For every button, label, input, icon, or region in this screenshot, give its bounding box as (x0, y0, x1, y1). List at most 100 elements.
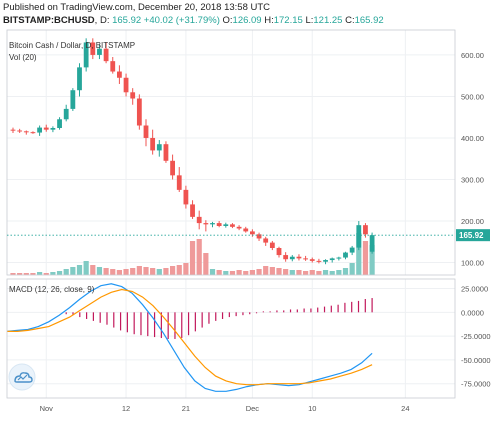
volume-bar (50, 272, 56, 275)
volume-label: Vol (20) (9, 53, 37, 62)
volume-bar (116, 270, 122, 275)
candle-body (369, 235, 375, 252)
volume-bar (143, 267, 149, 275)
low-label: L: (305, 15, 314, 26)
volume-bar (56, 271, 63, 275)
last-price-tag (456, 229, 490, 242)
price-tick-label: 400.00 (461, 134, 484, 143)
volume-bar (256, 269, 262, 275)
volume-bar (329, 271, 335, 275)
volume-bar (362, 241, 369, 275)
macd-tick-label: -75.0000 (461, 380, 491, 389)
volume-bar (83, 261, 89, 275)
volume-bar (356, 233, 362, 275)
volume-bar (309, 270, 315, 275)
volume-bar (30, 273, 36, 275)
volume-bar (196, 239, 202, 275)
volume-bar (203, 253, 209, 275)
volume-bar (10, 273, 16, 275)
volume-bar (150, 268, 156, 275)
candle-body (50, 128, 56, 130)
volume-bar (303, 271, 309, 275)
volume-bar (176, 265, 182, 275)
candle-body (329, 258, 335, 261)
published-caption: Published on TradingView.com, December 2… (3, 2, 270, 13)
macd-pane-border (6, 278, 456, 399)
volume-bar (289, 270, 295, 275)
volume-bar (110, 269, 116, 275)
volume-bar (209, 269, 216, 275)
candle-body (43, 127, 49, 130)
candle-body (203, 223, 209, 225)
volume-bar (322, 270, 329, 275)
candle-body (37, 127, 42, 133)
signal-line (7, 288, 373, 386)
candle-body (303, 258, 308, 260)
candle-body (130, 92, 136, 99)
date-tick-label: 24 (401, 404, 409, 413)
candle-body (77, 67, 82, 91)
candle-body (356, 225, 362, 248)
candle-body (30, 132, 36, 134)
volume-bar (183, 263, 189, 275)
candle-body (343, 252, 348, 258)
price-tick-label: 200.00 (461, 217, 484, 226)
date-tick-label: 10 (308, 404, 316, 413)
candle-body (363, 225, 368, 235)
price-chart-title: Bitcoin Cash / Dollar, D, BITSTAMP (9, 41, 135, 50)
volume-bar (269, 267, 275, 275)
grid-lines (7, 30, 455, 398)
candle-body (183, 189, 189, 205)
candle-body (90, 42, 96, 55)
candle-body (23, 131, 29, 133)
interval-text: D (99, 15, 107, 26)
price-pane-border (6, 29, 456, 276)
price-tick-label: 100.00 (461, 259, 484, 268)
volume-bar (96, 267, 103, 275)
macd-line (6, 283, 373, 392)
candle-body (103, 48, 109, 62)
candle-body (243, 228, 249, 232)
volume-bar (43, 273, 49, 275)
symbol-text: BITSTAMP:BCHUSD (3, 15, 95, 26)
candle-body (250, 231, 255, 235)
volume-bar (229, 271, 236, 275)
last-price-tag-label: 165.92 (459, 231, 484, 240)
candle-body (143, 125, 149, 138)
volume-bar (76, 265, 83, 275)
candle-body (57, 119, 62, 128)
candle-body (70, 90, 76, 109)
high-label: H: (264, 15, 274, 26)
axes: 100.00 200.00 300.00 400.00 500.00 600.00 25.0… (6, 29, 491, 413)
candle-body (10, 129, 16, 131)
macd-tick-label: 0.0000 (461, 308, 484, 317)
tradingview-cloud-icon[interactable] (8, 363, 36, 391)
volume-bar (249, 270, 255, 275)
candle-body (349, 247, 355, 253)
price-tick-label: 600.00 (461, 51, 484, 60)
candle-body (296, 256, 302, 259)
candle-body (289, 256, 295, 260)
volume-bar (216, 270, 222, 275)
volume-bar (236, 270, 242, 275)
close-label: C: (345, 15, 355, 26)
volume-bar (369, 245, 375, 275)
date-tick-label: 21 (182, 404, 190, 413)
candle-body (276, 248, 282, 256)
macd-tick-label: -50.0000 (461, 356, 491, 365)
close-value: 165.92 (354, 15, 384, 26)
volume-bar (103, 268, 109, 275)
volume-bar (17, 273, 23, 275)
macd-histogram (65, 298, 373, 339)
candle-body (323, 260, 328, 262)
open-label: O: (222, 15, 233, 26)
volume-bar (90, 265, 96, 275)
candle-body (223, 224, 229, 226)
volume-bar (243, 271, 249, 275)
candle-body (309, 259, 315, 261)
macd-lines (6, 283, 373, 392)
candle-body (210, 223, 215, 225)
price-tick-label: 300.00 (461, 175, 484, 184)
volume-bars (10, 233, 375, 275)
